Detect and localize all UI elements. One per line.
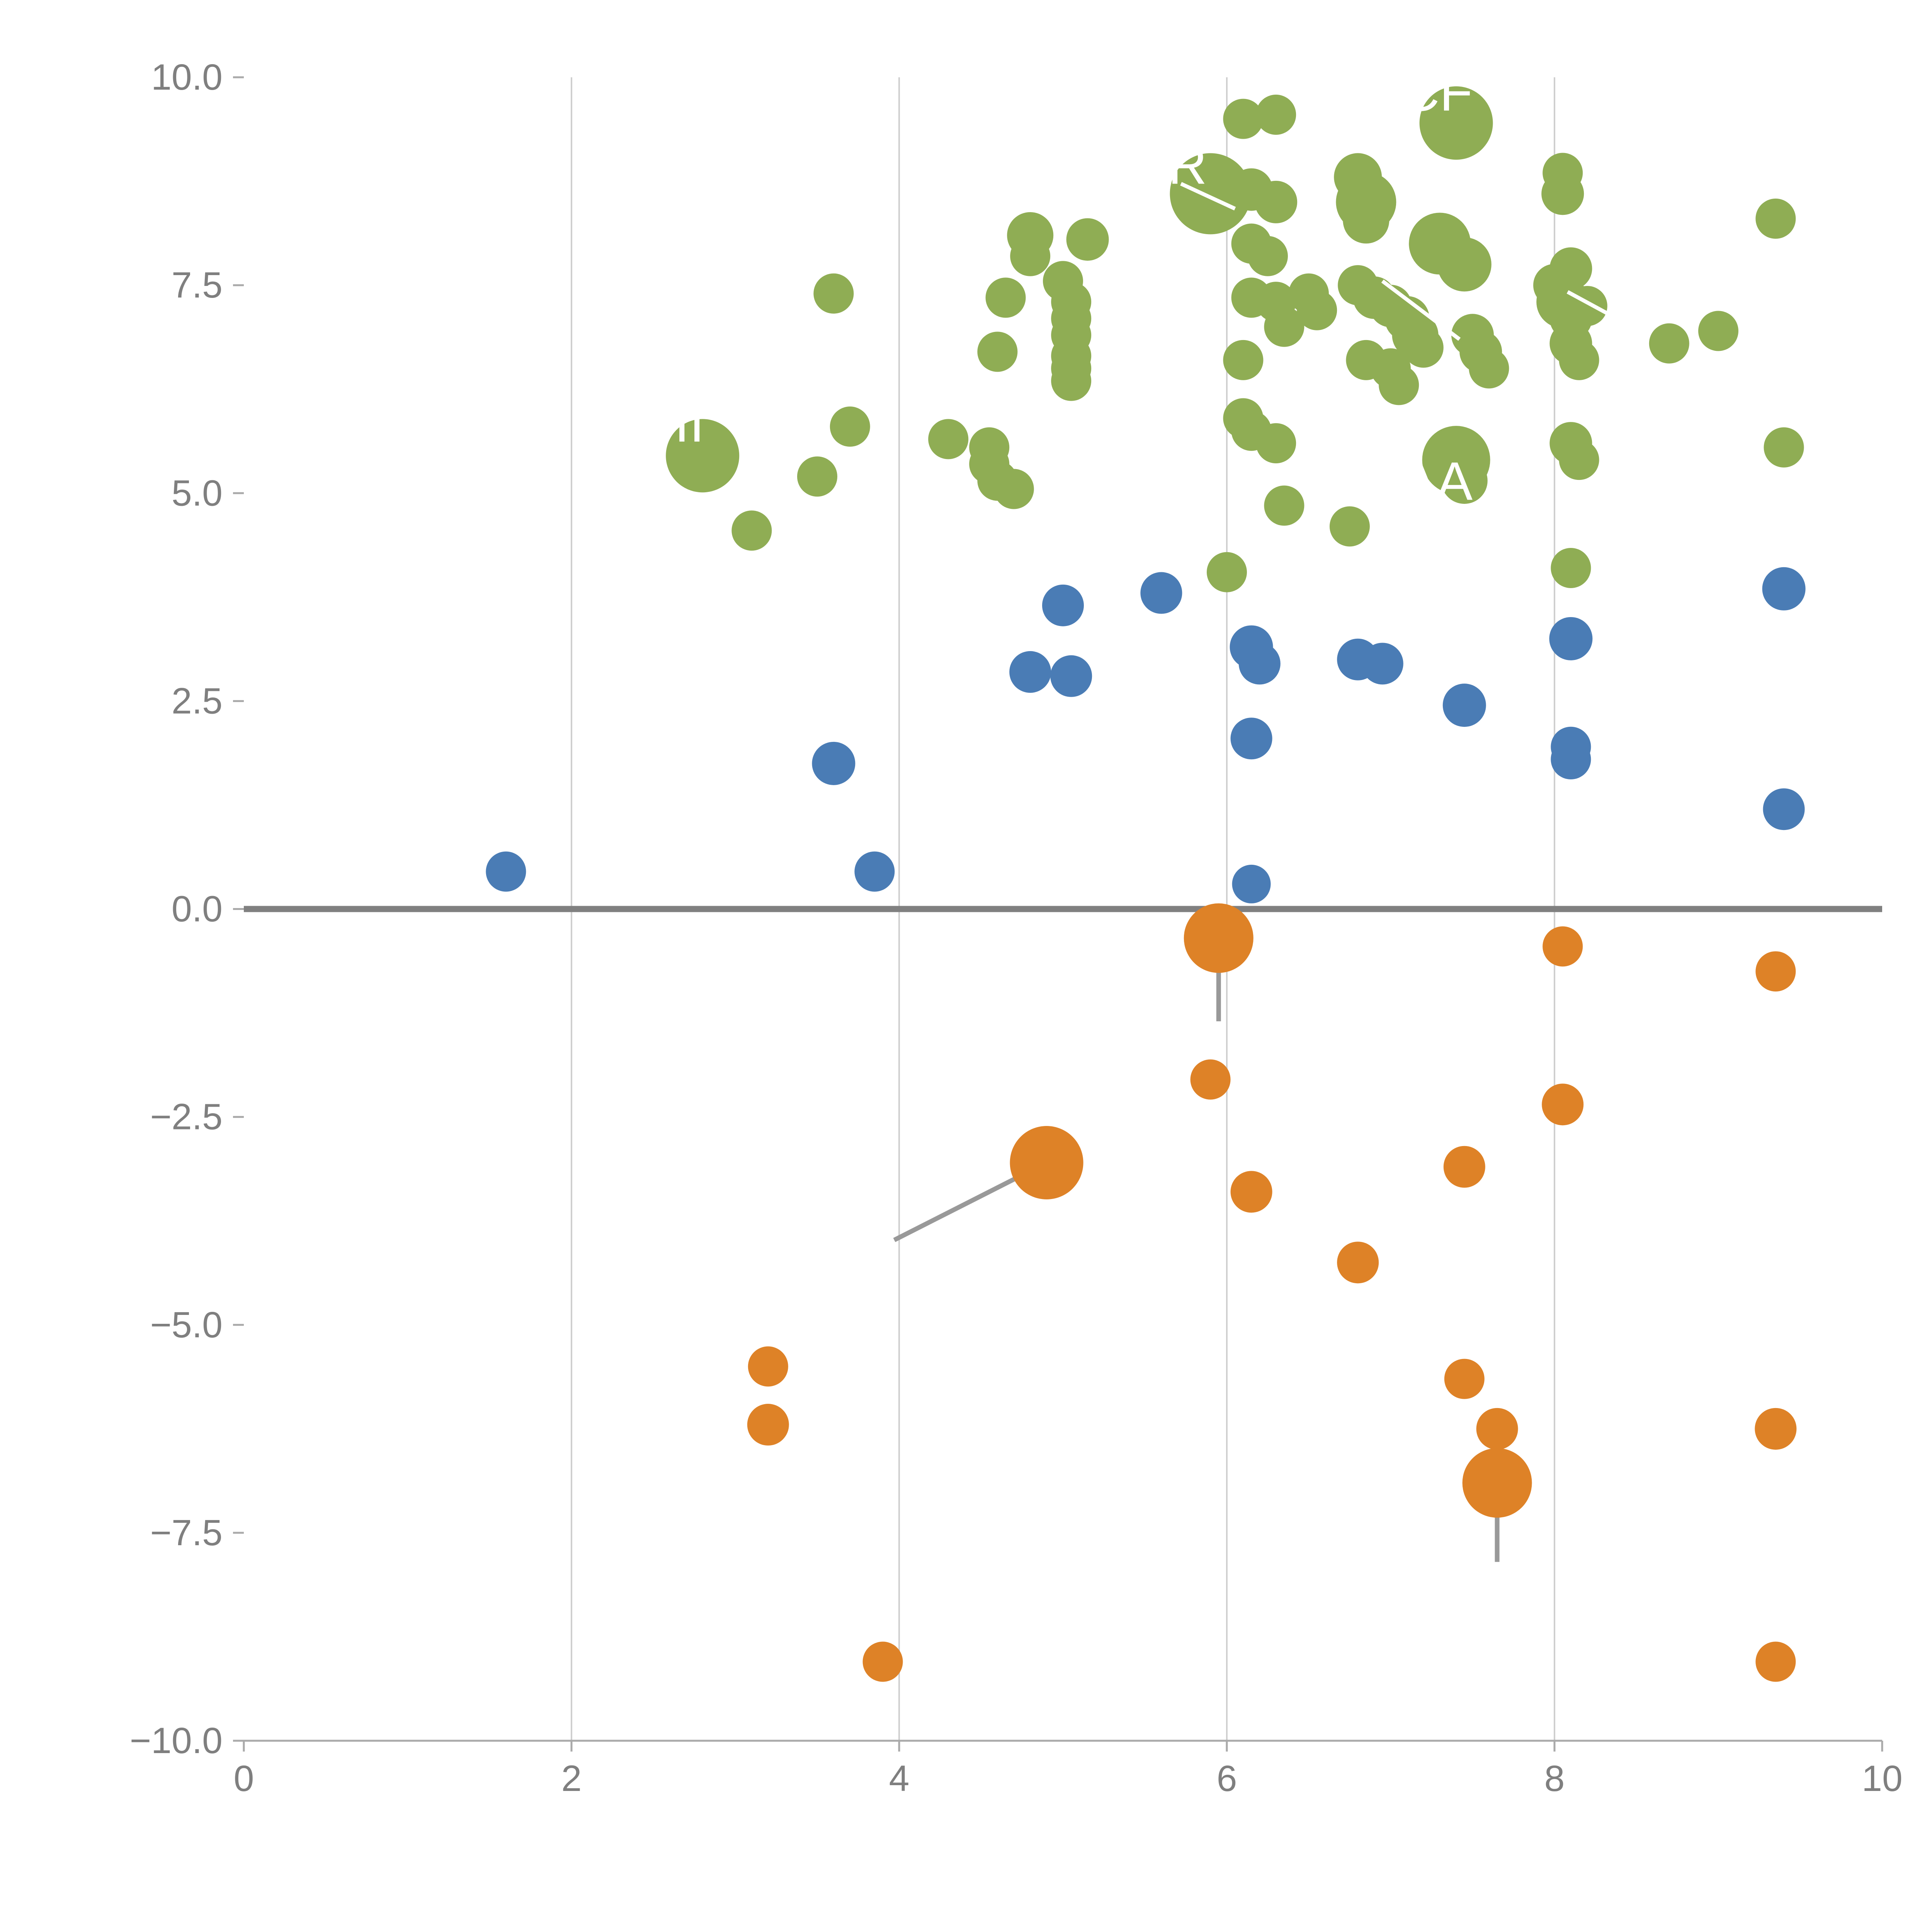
annotation-leader-line [893, 1169, 1031, 1242]
data-point-green-group [993, 469, 1034, 509]
data-point-orange-group [1755, 951, 1796, 992]
data-point-green-group [1297, 290, 1337, 330]
data-point-green-group [1469, 348, 1509, 389]
data-point-blue-group [1232, 864, 1271, 903]
x-tick-label: 8 [1544, 1758, 1565, 1799]
data-point-orange-group [1010, 1126, 1083, 1200]
data-point-green-group [985, 277, 1026, 318]
annotation-label: II [674, 393, 704, 453]
data-point-green-group [1419, 86, 1493, 160]
data-point-orange-group [1230, 1171, 1272, 1213]
data-point-orange-group [1190, 1059, 1231, 1100]
y-tick-label: 2.5 [172, 680, 223, 721]
data-point-green-group [1010, 236, 1051, 276]
data-point-blue-group [1763, 788, 1805, 830]
data-point-orange-group [1755, 1408, 1797, 1450]
x-tick-label: 6 [1217, 1758, 1237, 1799]
y-tick-label: 0.0 [172, 889, 223, 930]
data-point-green-group [1764, 427, 1804, 468]
data-point-orange-group [1755, 1641, 1796, 1682]
data-point-green-group [1256, 94, 1296, 135]
data-point-blue-group [854, 851, 895, 892]
x-tick-label: 4 [889, 1758, 910, 1799]
data-point-green-group [1551, 548, 1591, 588]
data-point-orange-group [1444, 1359, 1485, 1399]
data-point-green-group [1264, 306, 1304, 347]
data-point-green-group [797, 456, 837, 497]
data-point-green-group [1248, 236, 1288, 276]
y-tick-label: −5.0 [150, 1304, 223, 1345]
data-point-green-group [1223, 340, 1264, 380]
data-point-blue-group [1762, 567, 1806, 611]
data-point-blue-group [1549, 617, 1593, 660]
data-point-blue-group [812, 742, 855, 785]
annotation-leader-line [1180, 182, 1236, 211]
data-point-green-group [1330, 506, 1370, 547]
y-tick-label: −10.0 [130, 1720, 223, 1761]
annotation-leader-line [1566, 290, 1618, 320]
data-point-blue-group [1442, 684, 1486, 727]
data-point-orange-group [1476, 1408, 1518, 1450]
data-point-orange-group [862, 1641, 903, 1682]
annotation-leader-line [1381, 279, 1461, 341]
data-point-green-group [830, 406, 870, 447]
data-point-blue-group [1551, 739, 1591, 780]
data-point-blue-group [1009, 651, 1051, 693]
y-tick-label: −7.5 [150, 1512, 223, 1553]
data-point-orange-group [1543, 926, 1583, 967]
data-point-green-group [1256, 423, 1296, 464]
y-tick-label: 5.0 [172, 473, 223, 514]
data-point-green-group [1343, 197, 1389, 244]
y-tick-label: 7.5 [172, 265, 223, 306]
x-tick-label: 0 [234, 1758, 254, 1799]
data-point-orange-group [1462, 1448, 1532, 1518]
annotation-label: AA [1400, 451, 1473, 511]
data-point-blue-group [1140, 572, 1182, 614]
x-tick-label: 2 [561, 1758, 582, 1799]
data-point-green-group [1066, 218, 1109, 261]
data-point-blue-group [1050, 655, 1092, 697]
data-point-blue-group [1230, 718, 1272, 760]
data-point-green-group [1223, 99, 1264, 139]
data-point-orange-group [748, 1346, 788, 1387]
data-point-green-group [666, 419, 740, 493]
data-point-green-group [1755, 198, 1796, 239]
annotation-label: R [1168, 135, 1207, 196]
data-point-green-group [1170, 153, 1251, 235]
data-point-green-group [1255, 180, 1298, 223]
data-point-green-group [1264, 485, 1304, 526]
y-tick-label: 10.0 [151, 57, 223, 98]
data-point-green-group [1559, 440, 1599, 480]
data-point-orange-group [747, 1404, 789, 1446]
data-point-green-group [1441, 457, 1488, 504]
data-point-green-group [1403, 327, 1444, 368]
data-point-blue-group [486, 851, 526, 892]
annotation-label: CF [1400, 61, 1473, 122]
data-point-orange-group [1337, 1242, 1379, 1284]
data-point-green-group [813, 273, 854, 314]
data-point-blue-group [1238, 643, 1281, 685]
data-point-green-group [1698, 311, 1738, 351]
data-point-orange-group [1542, 1083, 1584, 1126]
data-point-green-group [1379, 365, 1419, 405]
data-point-green-group [928, 419, 969, 459]
data-point-blue-group [1042, 584, 1084, 626]
data-point-orange-group [1184, 903, 1253, 973]
data-point-green-group [1567, 286, 1607, 326]
data-point-green-group [1437, 237, 1492, 292]
data-point-green-group [1541, 172, 1584, 215]
data-point-green-group [1649, 323, 1689, 364]
y-tick-label: −2.5 [150, 1097, 223, 1138]
data-point-green-group [731, 510, 772, 551]
data-point-green-group [1051, 361, 1092, 401]
data-point-green-group [977, 332, 1018, 372]
data-point-orange-group [1443, 1146, 1485, 1188]
data-point-blue-group [1361, 643, 1403, 685]
x-tick-label: 10 [1862, 1758, 1903, 1799]
data-point-green-group [1559, 340, 1599, 380]
data-point-green-group [1207, 552, 1247, 592]
